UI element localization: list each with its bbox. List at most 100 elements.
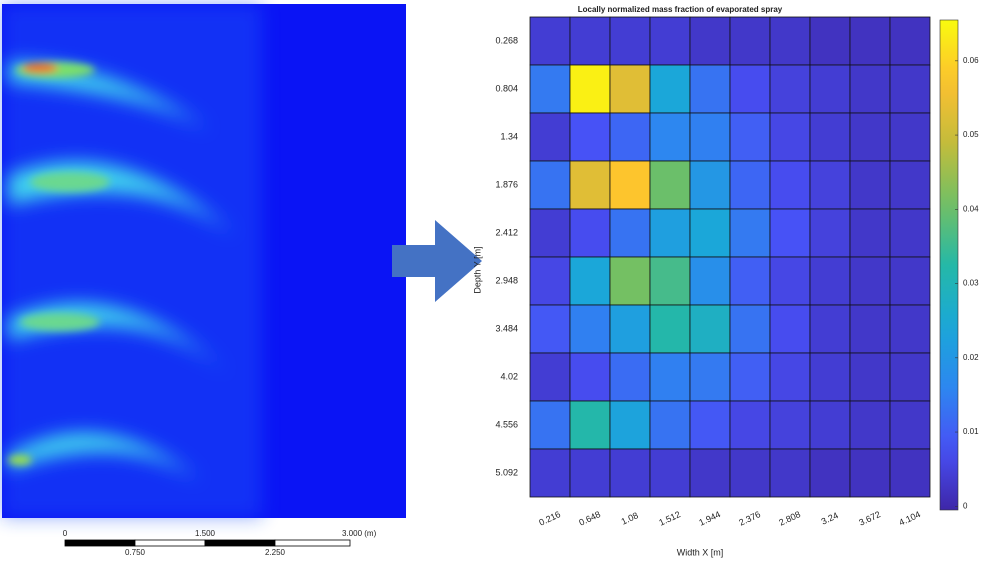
- heatmap-cell: [810, 209, 850, 257]
- heatmap-cell: [570, 449, 610, 497]
- heatmap-cell: [770, 17, 810, 65]
- y-tick-label: 0.804: [495, 83, 518, 93]
- heatmap-cell: [850, 353, 890, 401]
- x-axis-title: Width X [m]: [677, 547, 724, 557]
- heatmap-cell: [850, 65, 890, 113]
- y-tick-label: 4.02: [500, 371, 518, 381]
- heatmap-cell: [610, 65, 650, 113]
- heatmap-cell: [770, 209, 810, 257]
- x-tick-label: 4.104: [897, 509, 922, 528]
- heatmap-cell: [610, 17, 650, 65]
- heatmap-cell: [650, 401, 690, 449]
- heatmap-cell: [690, 305, 730, 353]
- scale-label: 2.250: [265, 548, 286, 557]
- colorbar-tick-label: 0.03: [963, 279, 979, 288]
- colorbar-tick-label: 0.02: [963, 353, 979, 362]
- heatmap-cell: [770, 449, 810, 497]
- heatmap-cell: [810, 449, 850, 497]
- heatmap-cell: [570, 401, 610, 449]
- y-tick-label: 3.484: [495, 323, 518, 333]
- x-tick-label: 2.808: [777, 509, 802, 528]
- heatmap-cell: [650, 449, 690, 497]
- heatmap-cell: [530, 113, 570, 161]
- x-tick-label: 2.376: [737, 509, 762, 528]
- scale-label: 3.000 (m): [342, 529, 377, 538]
- heatmap-cell: [570, 305, 610, 353]
- heatmap-cell: [850, 401, 890, 449]
- heatmap-cell: [530, 401, 570, 449]
- x-tick-label: 1.944: [697, 509, 722, 528]
- heatmap-cell: [690, 65, 730, 113]
- heatmap-cell: [570, 17, 610, 65]
- heatmap-cell: [770, 257, 810, 305]
- heatmap-cell: [770, 161, 810, 209]
- heatmap-cell: [530, 305, 570, 353]
- colorbar-tick-label: 0.06: [963, 56, 979, 65]
- colorbar: [940, 20, 958, 510]
- heatmap-cell: [770, 113, 810, 161]
- heatmap-cell: [890, 305, 930, 353]
- heatmap-cell: [890, 65, 930, 113]
- heatmap-cell: [650, 17, 690, 65]
- heatmap-cell: [890, 113, 930, 161]
- heatmap-cell: [690, 257, 730, 305]
- heatmap-cell: [890, 401, 930, 449]
- heatmap-cell: [890, 161, 930, 209]
- y-axis-title: Depth Y [m]: [472, 246, 482, 293]
- heatmap-cell: [810, 257, 850, 305]
- heatmap-cell: [650, 113, 690, 161]
- y-tick-label: 2.412: [495, 227, 518, 237]
- heatmap-cell: [730, 209, 770, 257]
- heatmap-cell: [690, 401, 730, 449]
- heatmap-cell: [530, 257, 570, 305]
- x-tick-label: 1.512: [657, 509, 682, 528]
- chart-title: Locally normalized mass fraction of evap…: [578, 5, 783, 14]
- y-tick-label: 1.34: [500, 131, 518, 141]
- heatmap-cell: [890, 353, 930, 401]
- heatmap-cell: [810, 353, 850, 401]
- heatmap-cell: [570, 161, 610, 209]
- heatmap-cell: [770, 353, 810, 401]
- x-tick-label: 3.24: [820, 510, 840, 526]
- heatmap-cell: [690, 161, 730, 209]
- heatmap-cell: [610, 209, 650, 257]
- heatmap-cell: [610, 161, 650, 209]
- heatmap-cell: [650, 209, 690, 257]
- heatmap-cell: [730, 113, 770, 161]
- heatmap-cell: [770, 65, 810, 113]
- heatmap-cell: [810, 161, 850, 209]
- y-tick-label: 1.876: [495, 179, 518, 189]
- heatmap-cell: [890, 449, 930, 497]
- heatmap-cell: [530, 353, 570, 401]
- heatmap-cell: [610, 305, 650, 353]
- heatmap-cell: [850, 17, 890, 65]
- y-tick-label: 2.948: [495, 275, 518, 285]
- heatmap-cell: [570, 65, 610, 113]
- heatmap-cell: [730, 353, 770, 401]
- x-tick-label: 1.08: [620, 510, 640, 526]
- heatmap-cell: [730, 161, 770, 209]
- heatmap-cell: [810, 305, 850, 353]
- y-tick-label: 4.556: [495, 419, 518, 429]
- heatmap-cell: [530, 449, 570, 497]
- heatmap-cell: [850, 209, 890, 257]
- heatmap-cell: [530, 17, 570, 65]
- heatmap-cell: [770, 401, 810, 449]
- colorbar-tick-label: 0.05: [963, 130, 979, 139]
- heatmap-cell: [850, 257, 890, 305]
- heatmap-cell: [690, 353, 730, 401]
- heatmap-cell: [650, 65, 690, 113]
- heatmap-cell: [690, 113, 730, 161]
- heatmap-cell: [610, 353, 650, 401]
- heatmap-cell: [570, 257, 610, 305]
- heatmap-cell: [770, 305, 810, 353]
- heatmap-cell: [690, 449, 730, 497]
- heatmap-cell: [650, 161, 690, 209]
- heatmap-cell: [530, 65, 570, 113]
- heatmap-cell: [570, 113, 610, 161]
- heatmap-cell: [850, 113, 890, 161]
- x-tick-label: 0.648: [577, 509, 602, 528]
- x-tick-label: 0.216: [537, 509, 562, 528]
- heatmap-cell: [810, 113, 850, 161]
- heatmap-cell: [730, 65, 770, 113]
